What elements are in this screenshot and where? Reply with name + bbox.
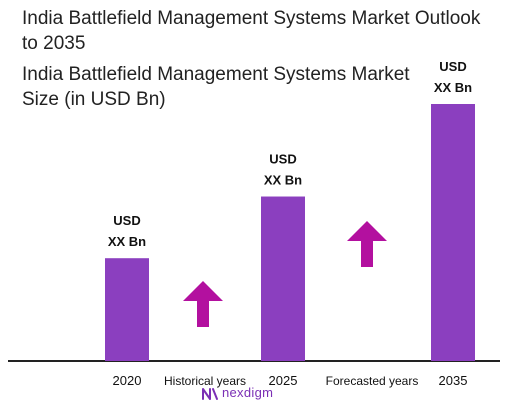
period-label-1: Forecasted years [326, 374, 419, 388]
x-tick-label-2035: 2035 [439, 373, 468, 388]
bar-2035 [431, 104, 475, 361]
chart-title: India Battlefield Management Systems Mar… [22, 8, 481, 54]
bar-2020 [105, 258, 149, 361]
growth-arrow-icon-historical [183, 281, 223, 327]
data-label-2035-line2: XX Bn [434, 80, 472, 95]
chart-subtitle: India Battlefield Management Systems Mar… [22, 64, 410, 110]
period-label-0: Historical years [164, 374, 246, 388]
brand-name: nexdigm [222, 385, 274, 400]
data-label-2020-line1: USD [113, 213, 140, 228]
x-tick-label-2020: 2020 [113, 373, 142, 388]
bar-2025 [261, 196, 305, 361]
brand-logo: nexdigm [200, 383, 320, 403]
growth-arrow-icon-forecast [347, 221, 387, 267]
data-label-2025-line1: USD [269, 152, 296, 167]
data-label-2035-line1: USD [439, 59, 466, 74]
data-label-2020-line2: XX Bn [108, 234, 146, 249]
x-tick-label-2025: 2025 [269, 373, 298, 388]
data-label-2025-line2: XX Bn [264, 173, 302, 188]
nexdigm-logo-icon [202, 388, 218, 400]
